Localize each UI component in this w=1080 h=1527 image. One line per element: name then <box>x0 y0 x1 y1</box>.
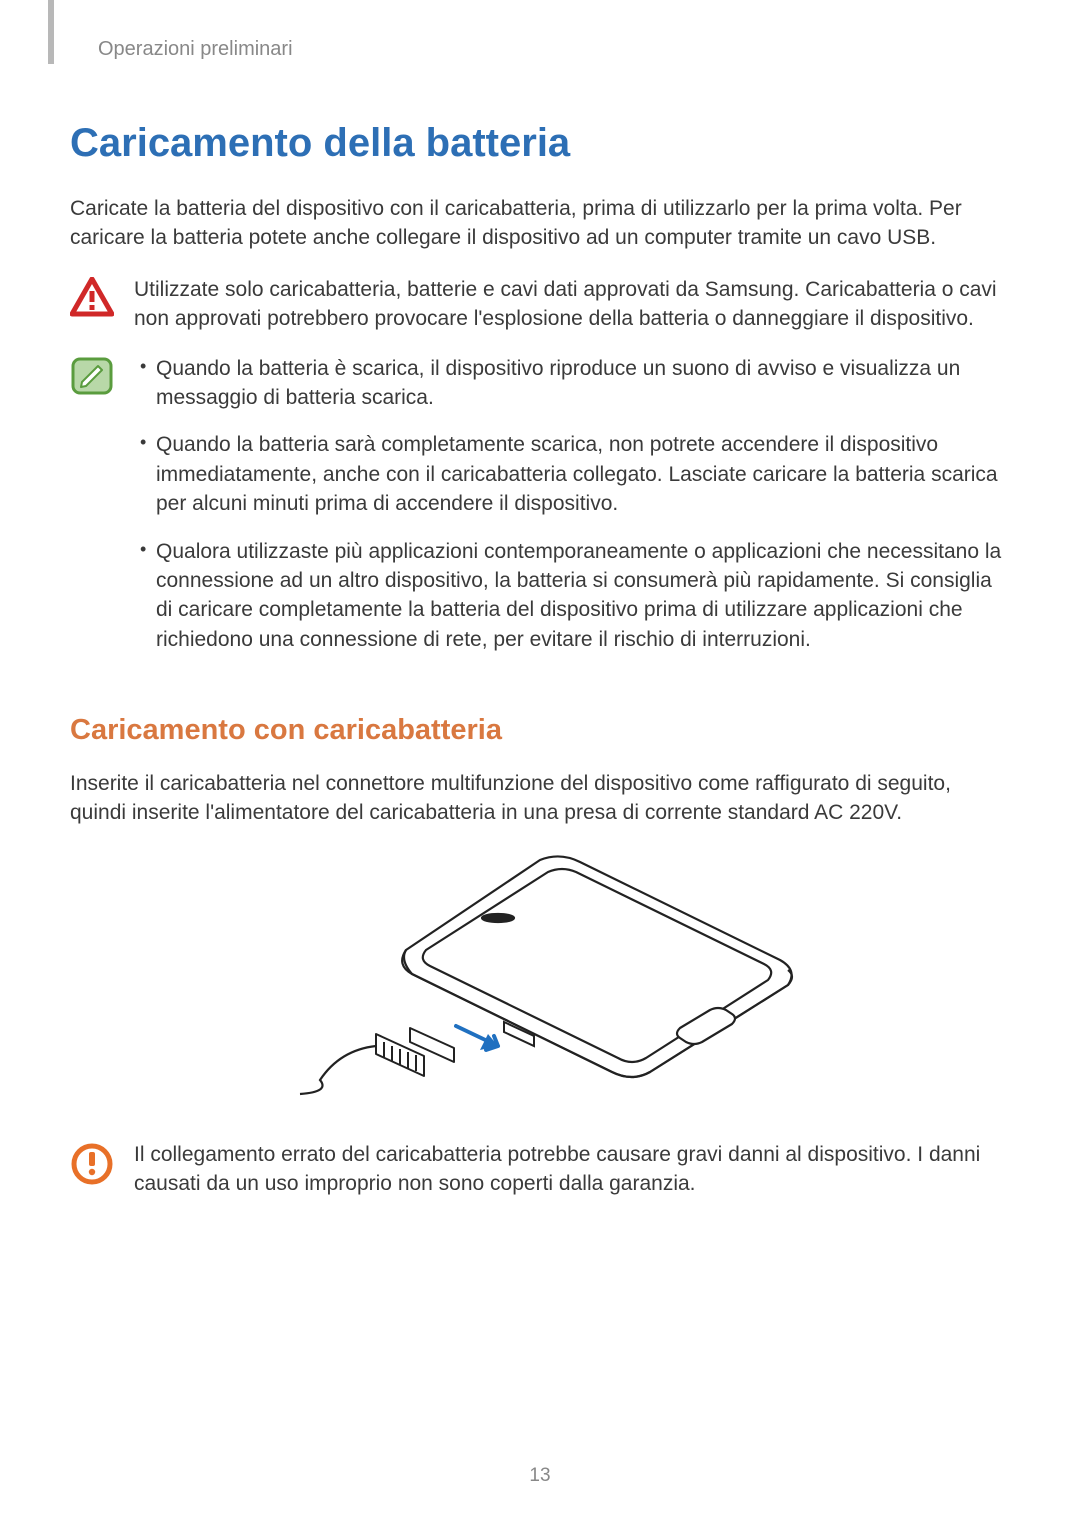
note-content: Quando la batteria è scarica, il disposi… <box>134 354 1010 673</box>
warning-text: Utilizzate solo caricabatteria, batterie… <box>134 275 1010 334</box>
section-paragraph: Inserite il caricabatteria nel connettor… <box>70 769 1010 828</box>
warning-callout: Utilizzate solo caricabatteria, batterie… <box>70 275 1010 334</box>
page-content: Operazioni preliminari Caricamento della… <box>0 0 1080 1199</box>
breadcrumb: Operazioni preliminari <box>98 38 1010 61</box>
caution-callout: Il collegamento errato del caricabatteri… <box>70 1140 1010 1199</box>
note-list: Quando la batteria è scarica, il disposi… <box>134 354 1010 655</box>
page-title: Caricamento della batteria <box>70 121 1010 166</box>
note-item: Quando la batteria è scarica, il disposi… <box>134 354 1010 413</box>
note-callout: Quando la batteria è scarica, il disposi… <box>70 354 1010 673</box>
warning-triangle-icon <box>70 277 114 317</box>
charger-illustration <box>70 850 1010 1110</box>
note-item: Qualora utilizzaste più applicazioni con… <box>134 537 1010 655</box>
note-item: Quando la batteria sarà completamente sc… <box>134 430 1010 518</box>
page-tab-marker <box>48 0 54 64</box>
note-pencil-icon <box>70 356 114 396</box>
intro-paragraph: Caricate la batteria del dispositivo con… <box>70 194 1010 253</box>
section-heading: Caricamento con caricabatteria <box>70 714 1010 747</box>
caution-text: Il collegamento errato del caricabatteri… <box>134 1140 1010 1199</box>
page-number: 13 <box>0 1465 1080 1487</box>
caution-circle-icon <box>70 1142 114 1182</box>
